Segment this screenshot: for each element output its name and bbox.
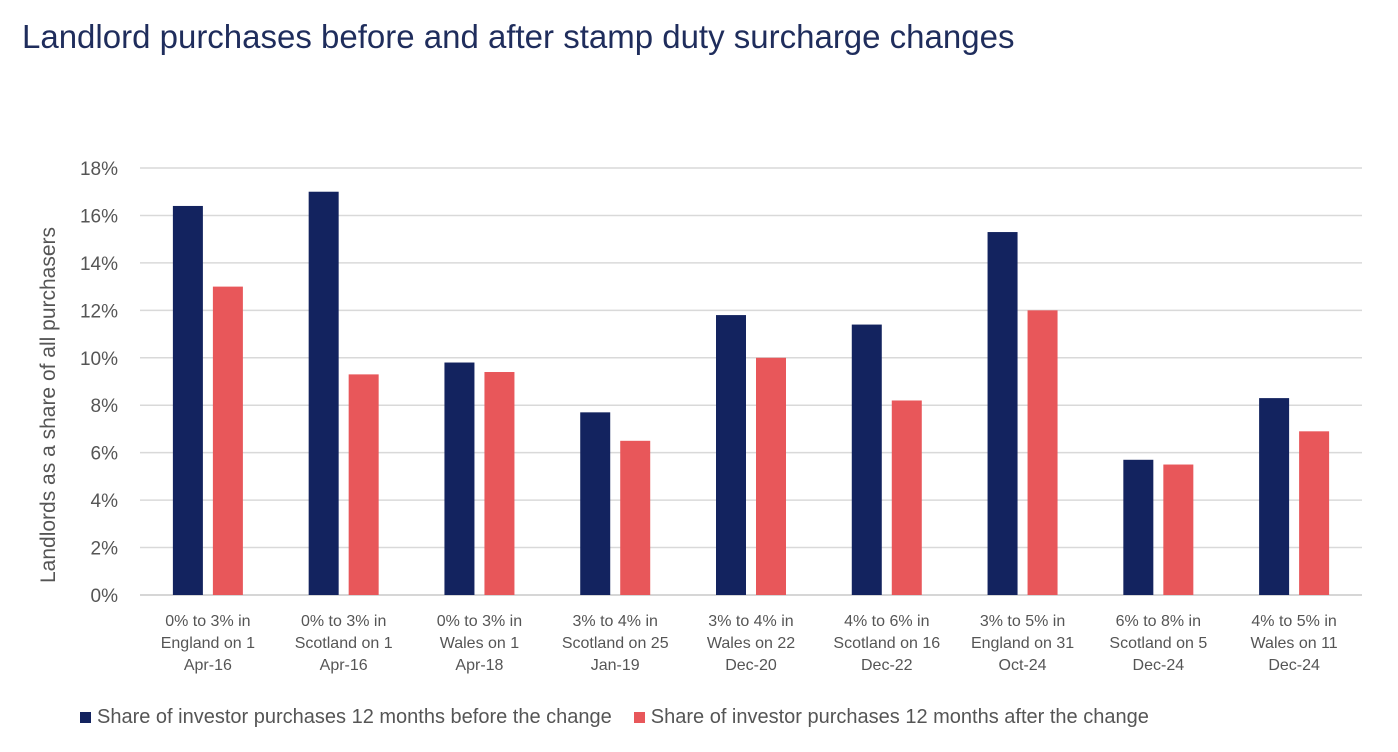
x-tick-label: 4% to 6% in Scotland on 16 Dec-22 <box>833 613 940 674</box>
legend-item-before: Share of investor purchases 12 months be… <box>80 706 612 729</box>
bar <box>851 324 882 595</box>
bar <box>348 374 379 595</box>
bar <box>1299 431 1330 595</box>
x-axis-ticks: 0% to 3% in England on 1 Apr-16 0% to 3% in… <box>161 613 1338 674</box>
x-tick-label: 3% to 4% in Scotland on 25 Jan-19 <box>562 613 669 674</box>
bar <box>1259 398 1290 595</box>
bar <box>580 412 611 595</box>
x-tick-label: 0% to 3% in England on 1 Apr-16 <box>161 613 255 674</box>
legend-swatch-after <box>633 712 645 723</box>
x-tick-label: 6% to 8% in Scotland on 5 Dec-24 <box>1109 613 1207 674</box>
legend-label-before: Share of investor purchases 12 months be… <box>97 706 612 728</box>
bar <box>716 315 746 595</box>
y-tick-label: 18% <box>80 159 118 180</box>
bars <box>172 191 1330 596</box>
x-tick-label: 4% to 5% in Wales on 11 Dec-24 <box>1251 613 1338 674</box>
bar <box>444 362 475 595</box>
y-tick-label: 8% <box>91 396 119 417</box>
y-tick-label: 0% <box>91 586 119 607</box>
legend-item-after: Share of investor purchases 12 months af… <box>633 706 1149 729</box>
bar <box>484 372 515 595</box>
chart-title: Landlord purchases before and after stam… <box>22 18 1015 55</box>
bar <box>891 400 922 595</box>
y-tick-label: 14% <box>80 254 118 275</box>
y-tick-label: 4% <box>91 491 119 512</box>
y-tick-label: 16% <box>80 206 118 227</box>
y-axis-label: Landlords as a share of all purchasers <box>37 227 60 583</box>
legend-swatch-before <box>80 712 91 723</box>
legend-label-after: Share of investor purchases 12 months af… <box>650 706 1149 728</box>
bar <box>1027 310 1058 595</box>
bar <box>308 191 339 595</box>
x-tick-label: 3% to 4% in Wales on 22 Dec-20 <box>707 613 795 674</box>
y-tick-label: 6% <box>91 444 119 465</box>
x-tick-label: 3% to 5% in England on 31 Oct-24 <box>971 613 1074 674</box>
bar <box>987 232 1018 596</box>
bar <box>756 357 786 595</box>
bar <box>212 286 243 595</box>
x-tick-label: 0% to 3% in Wales on 1 Apr-18 <box>437 613 522 674</box>
gridlines <box>140 167 1362 596</box>
y-axis-ticks: 0% 2% 4% 6% 8% 10% 12% 14% 16% 18% <box>80 159 118 607</box>
x-tick-label: 0% to 3% in Scotland on 1 Apr-16 <box>295 613 393 674</box>
bar-chart: 0% 2% 4% 6% 8% 10% 12% 14% 16% 18% 0% to 3% in Eng… <box>37 159 1362 674</box>
bar <box>1163 464 1194 595</box>
y-tick-label: 12% <box>80 301 118 322</box>
y-tick-label: 10% <box>80 349 118 370</box>
bar <box>172 205 203 595</box>
bar <box>1123 459 1154 595</box>
y-tick-label: 2% <box>91 539 119 560</box>
legend: Share of investor purchases 12 months be… <box>80 706 1149 729</box>
bar <box>620 440 651 595</box>
